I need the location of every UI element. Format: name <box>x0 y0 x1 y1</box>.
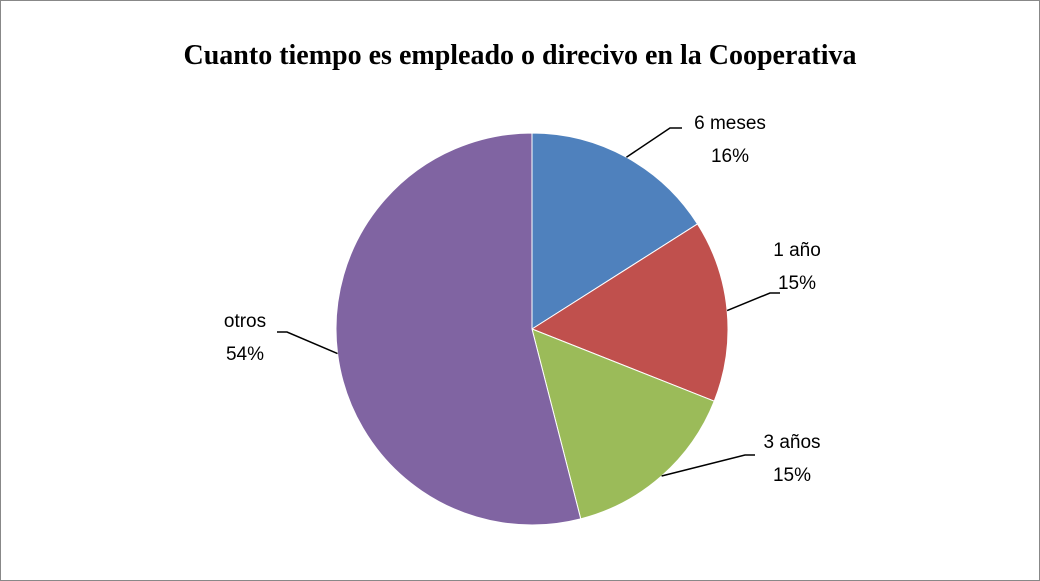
slice-label: 1 año <box>773 240 821 261</box>
leader-line <box>626 127 682 158</box>
pie-slice <box>531 328 715 520</box>
slice-value-label: 16% <box>711 146 749 167</box>
leader-line <box>661 454 755 477</box>
leader-line <box>726 292 780 312</box>
slice-value-label: 15% <box>778 273 816 294</box>
chart-title: Cuanto tiempo es empleado o direcivo en … <box>184 40 857 71</box>
leader-line <box>277 331 338 355</box>
pie-slice <box>530 223 729 402</box>
slice-value-label: 15% <box>773 465 811 486</box>
pie-slice <box>531 132 699 330</box>
slice-value-label: 54% <box>226 344 264 365</box>
slice-label: 3 años <box>763 432 820 453</box>
slice-label: otros <box>224 311 266 332</box>
slice-label: 6 meses <box>694 113 766 134</box>
